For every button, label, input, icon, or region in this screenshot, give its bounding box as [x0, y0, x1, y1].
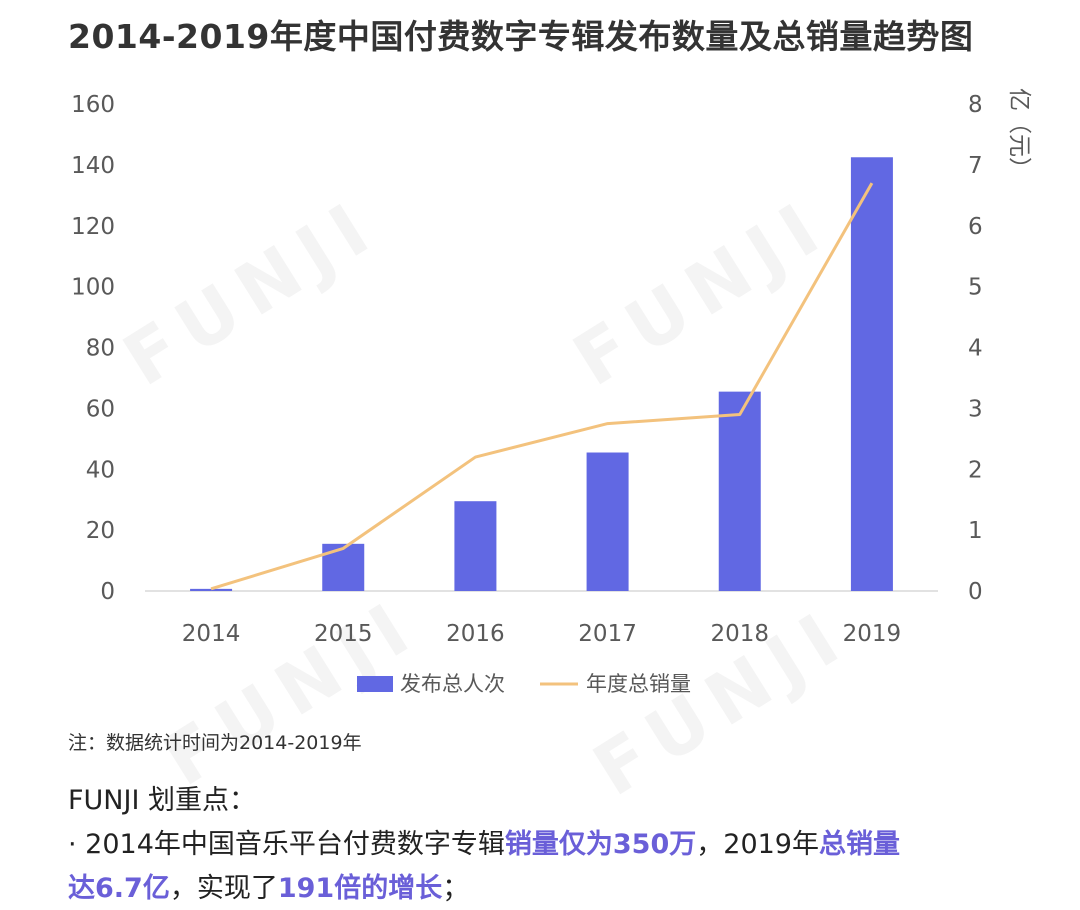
highlight-text: ，实现了: [169, 873, 278, 904]
highlights-heading: FUNJI 划重点：: [68, 785, 256, 816]
highlight-line-1: · 2014年中国音乐平台付费数字专辑销量仅为350万，2019年总销量: [68, 822, 900, 861]
line-path: [210, 182, 874, 591]
highlight-emphasis: 191倍的增长: [277, 873, 443, 904]
highlight-emphasis: 总销量: [818, 829, 900, 860]
left-tick-label: 40: [86, 457, 115, 483]
right-axis: 0 1 2 3 4 5 6 7 8: [968, 92, 983, 605]
bar-series: [190, 157, 893, 591]
bar: [190, 588, 233, 591]
chart: 0 20 40 60 80 100 120 140 160 0 1 2 3 4 5 6 7 8 2014 2015…: [71, 88, 1032, 696]
left-tick-label: 120: [71, 214, 115, 240]
footnote: 注：数据统计时间为2014-2019年: [68, 732, 362, 754]
left-tick-label: 0: [100, 579, 115, 605]
right-tick-label: 0: [968, 579, 983, 605]
highlight-line-2: 达6.7亿，实现了191倍的增长；: [68, 866, 469, 905]
x-axis: 2014 2015 2016 2017 2018 2019: [182, 621, 901, 647]
right-tick-label: 7: [968, 153, 983, 179]
left-tick-label: 140: [71, 153, 115, 179]
x-tick-label: 2019: [843, 621, 902, 647]
left-tick-label: 60: [86, 396, 115, 422]
legend-line-label: 年度总销量: [586, 672, 691, 696]
right-tick-label: 3: [968, 396, 983, 422]
x-tick-label: 2016: [446, 621, 505, 647]
right-tick-label: 2: [968, 457, 983, 483]
right-tick-label: 8: [968, 92, 983, 118]
x-tick-label: 2014: [182, 621, 241, 647]
bar: [718, 391, 761, 591]
left-tick-label: 100: [71, 275, 115, 301]
left-axis: 0 20 40 60 80 100 120 140 160: [71, 92, 115, 605]
highlight-emphasis: 达6.7亿: [68, 873, 170, 904]
highlight-text: ，2019年: [696, 829, 819, 860]
left-tick-label: 20: [86, 518, 115, 544]
right-tick-label: 6: [968, 214, 983, 240]
highlight-text: ；: [442, 873, 470, 904]
chart-title: 2014-2019年度中国付费数字专辑发布数量及总销量趋势图: [68, 17, 974, 56]
x-tick-label: 2015: [314, 621, 373, 647]
left-tick-label: 160: [71, 92, 115, 118]
x-tick-label: 2017: [578, 621, 637, 647]
legend-bar-label: 发布总人次: [400, 672, 505, 696]
right-tick-label: 4: [968, 336, 983, 362]
legend-bar-swatch: [357, 676, 393, 692]
left-tick-label: 80: [86, 336, 115, 362]
highlight-emphasis: 销量仅为350万: [504, 829, 697, 860]
highlight-text: · 2014年中国音乐平台付费数字专辑: [68, 829, 505, 860]
bar: [322, 543, 365, 591]
line-series: [210, 182, 874, 591]
bar: [586, 452, 629, 591]
bar: [850, 157, 893, 591]
right-tick-label: 5: [968, 275, 983, 301]
bar: [454, 501, 497, 591]
legend: 发布总人次 年度总销量: [357, 672, 691, 696]
right-axis-unit: 亿（元）: [1006, 88, 1032, 180]
x-tick-label: 2018: [710, 621, 769, 647]
right-tick-label: 1: [968, 518, 983, 544]
